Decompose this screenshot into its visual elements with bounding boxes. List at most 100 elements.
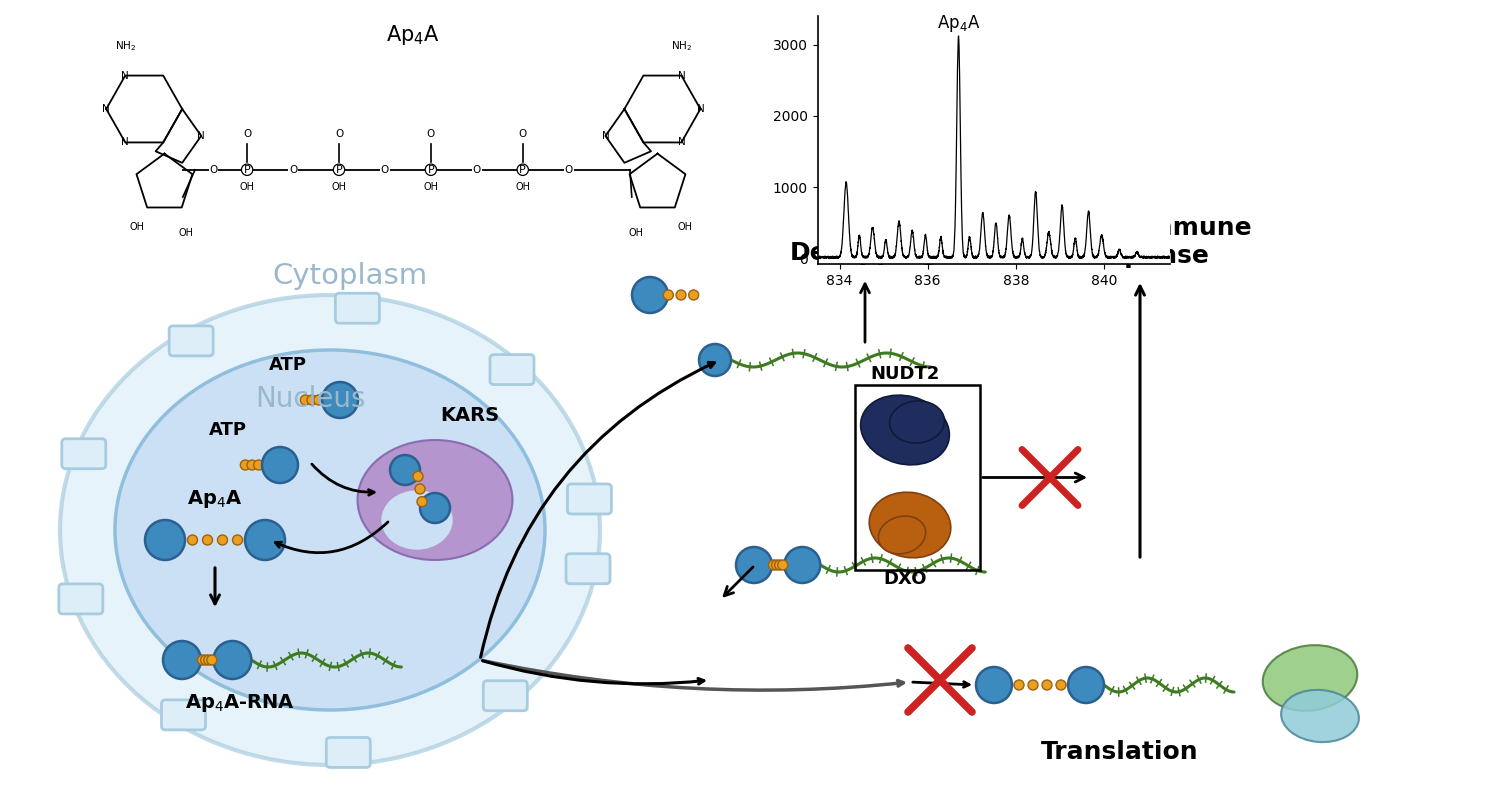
Circle shape [688, 290, 699, 300]
Circle shape [254, 460, 264, 470]
FancyBboxPatch shape [58, 584, 104, 614]
Text: Translation: Translation [1041, 740, 1199, 764]
Circle shape [1068, 667, 1104, 703]
Text: O: O [243, 129, 250, 138]
Text: Nucleus: Nucleus [255, 385, 366, 413]
Circle shape [213, 641, 252, 679]
Circle shape [308, 395, 316, 405]
Text: NH$_2$: NH$_2$ [114, 39, 136, 54]
Ellipse shape [382, 491, 452, 549]
Text: Ap$_4$A-RNA: Ap$_4$A-RNA [184, 692, 296, 714]
Text: OH: OH [628, 228, 644, 238]
Circle shape [1028, 680, 1038, 690]
Circle shape [300, 395, 310, 405]
Ellipse shape [1281, 690, 1359, 742]
FancyArrowPatch shape [982, 473, 1084, 482]
FancyBboxPatch shape [566, 554, 610, 584]
Text: N: N [122, 70, 129, 81]
Circle shape [663, 290, 674, 300]
Circle shape [244, 520, 285, 560]
Text: OH: OH [516, 182, 531, 192]
Ellipse shape [60, 295, 600, 765]
Text: N: N [102, 104, 110, 114]
Text: Decapping: Decapping [790, 241, 940, 265]
Circle shape [164, 641, 201, 679]
Text: N: N [602, 131, 609, 141]
Circle shape [768, 560, 778, 570]
Circle shape [322, 382, 358, 418]
Circle shape [676, 290, 686, 300]
Text: Ap$_4$A: Ap$_4$A [188, 488, 243, 510]
Text: N: N [198, 131, 206, 141]
Circle shape [778, 560, 788, 570]
Text: OH: OH [240, 182, 255, 192]
Circle shape [1014, 680, 1025, 690]
Circle shape [420, 493, 450, 523]
Circle shape [416, 484, 424, 494]
Text: O: O [519, 129, 526, 138]
Circle shape [417, 497, 428, 506]
Circle shape [207, 655, 218, 665]
Text: OH: OH [678, 222, 693, 232]
Text: OH: OH [332, 182, 346, 192]
FancyBboxPatch shape [162, 700, 206, 730]
Text: ATP: ATP [209, 421, 248, 439]
FancyBboxPatch shape [170, 326, 213, 356]
Text: Ap$_4$A: Ap$_4$A [938, 13, 980, 34]
Circle shape [976, 667, 1012, 703]
Text: P: P [243, 165, 250, 174]
Text: O: O [290, 165, 297, 174]
Text: O: O [472, 165, 482, 174]
Circle shape [774, 560, 784, 570]
FancyBboxPatch shape [567, 484, 612, 514]
Text: NUDT2: NUDT2 [870, 365, 939, 383]
Text: NH$_2$: NH$_2$ [670, 39, 692, 54]
Circle shape [217, 535, 228, 545]
Text: P: P [427, 165, 435, 174]
Ellipse shape [861, 395, 950, 465]
Text: Cytoplasm: Cytoplasm [273, 262, 428, 290]
Circle shape [198, 655, 207, 665]
FancyBboxPatch shape [336, 294, 380, 323]
Text: Ap$_4$A: Ap$_4$A [386, 23, 439, 47]
Text: N: N [678, 138, 686, 147]
Circle shape [1042, 680, 1052, 690]
Text: DXO: DXO [884, 570, 927, 588]
Circle shape [413, 471, 423, 482]
FancyBboxPatch shape [483, 681, 528, 710]
Circle shape [240, 460, 250, 470]
FancyArrowPatch shape [1136, 286, 1144, 558]
Ellipse shape [357, 440, 513, 560]
Ellipse shape [868, 492, 951, 558]
Circle shape [771, 560, 782, 570]
Ellipse shape [116, 350, 544, 710]
Circle shape [699, 344, 730, 376]
Circle shape [632, 277, 668, 313]
Ellipse shape [890, 401, 945, 443]
Circle shape [188, 535, 198, 545]
FancyBboxPatch shape [490, 354, 534, 385]
Text: P: P [336, 165, 342, 174]
Text: O: O [381, 165, 388, 174]
Text: N: N [122, 138, 129, 147]
FancyArrowPatch shape [861, 284, 870, 342]
FancyBboxPatch shape [62, 438, 106, 469]
Text: N: N [696, 104, 705, 114]
Text: O: O [564, 165, 573, 174]
FancyBboxPatch shape [327, 738, 370, 767]
Text: O: O [210, 165, 218, 174]
Circle shape [1056, 680, 1066, 690]
Circle shape [146, 520, 184, 560]
Text: Innate immune
response: Innate immune response [1038, 216, 1252, 268]
Text: O: O [426, 129, 435, 138]
Ellipse shape [1263, 645, 1358, 711]
Circle shape [201, 655, 210, 665]
Circle shape [784, 547, 820, 583]
Circle shape [736, 547, 772, 583]
Ellipse shape [879, 516, 926, 554]
Text: OH: OH [423, 182, 438, 192]
Text: N: N [678, 70, 686, 81]
FancyArrowPatch shape [724, 567, 753, 596]
Text: KARS: KARS [441, 406, 500, 425]
Circle shape [314, 395, 324, 405]
